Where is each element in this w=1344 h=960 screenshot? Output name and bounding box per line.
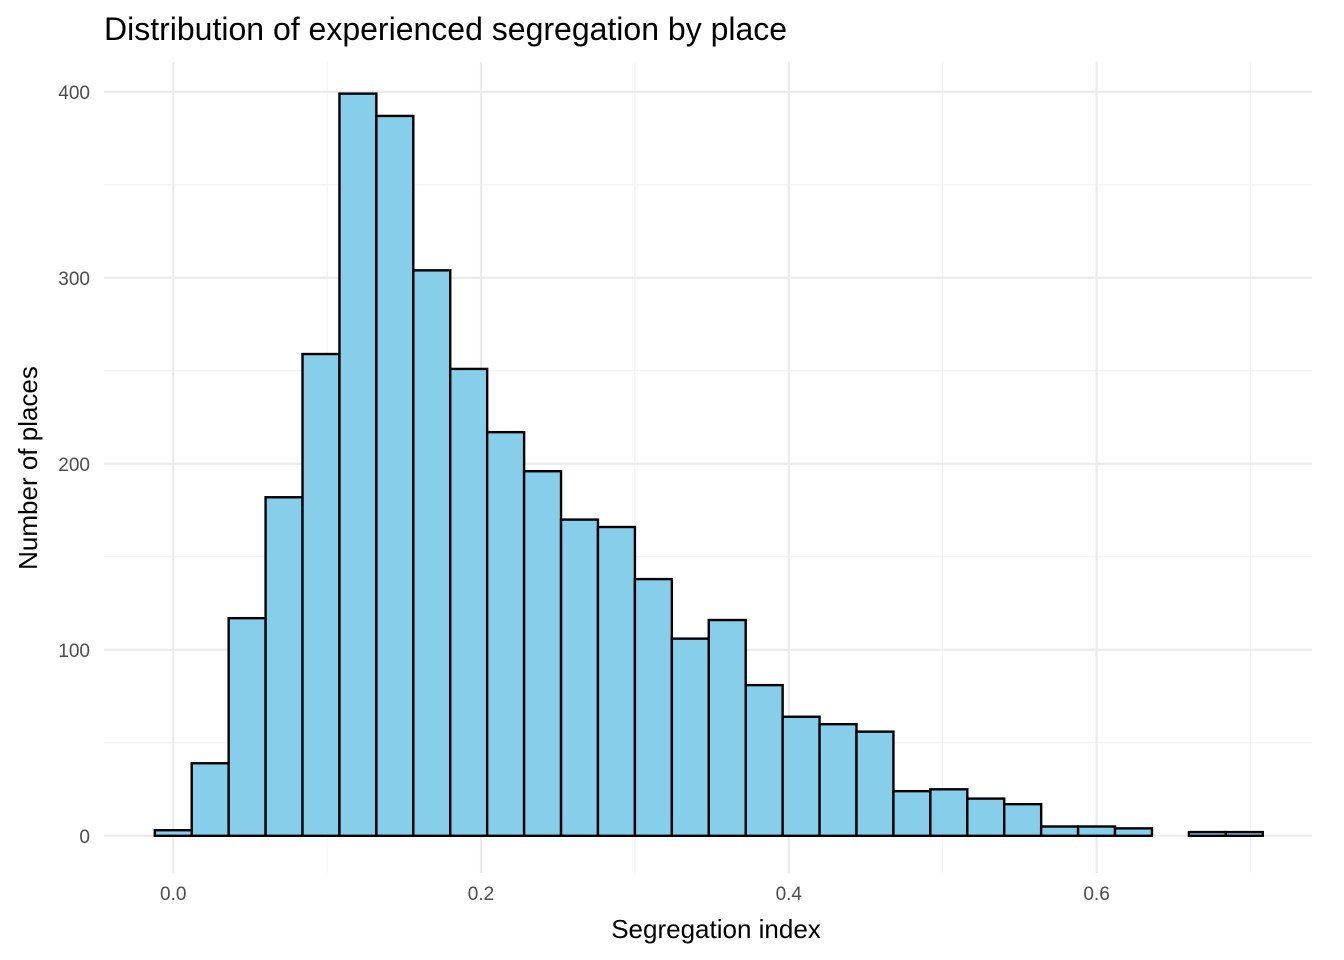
chart-title: Distribution of experienced segregation … [104,11,787,47]
y-axis-title: Number of places [13,366,43,570]
histogram-bar [1039,825,1080,837]
histogram-bar [781,715,821,837]
histogram-bar [485,430,526,837]
histogram-bar [449,367,489,837]
histogram-bar [892,789,932,837]
y-tick-label: 200 [58,455,90,476]
x-tick-label: 0.4 [776,884,803,905]
y-tick-label: 300 [58,269,90,290]
x-tick-label: 0.2 [468,884,494,905]
y-axis-tick-labels: 0 100 200 300 400 [58,83,90,848]
x-axis-title: Segregation index [611,914,821,944]
histogram-bar [1076,825,1117,837]
histogram-bar [707,618,747,837]
histogram-bar [670,637,710,837]
histogram-bar [153,829,193,837]
histogram-bar [633,577,674,837]
y-tick-label: 400 [58,83,90,104]
histogram-bar [744,683,784,837]
histogram-bar [338,92,378,837]
histogram-bar [1113,827,1154,837]
histogram-bar [522,470,563,837]
histogram-bar [1224,830,1264,837]
histogram-bar [929,788,969,837]
x-tick-label: 0.6 [1083,884,1109,905]
histogram-bar [190,762,230,837]
histogram-bar [596,525,637,837]
histogram-bar [966,797,1006,837]
histogram-bar [559,518,600,837]
y-tick-label: 100 [58,641,90,662]
histogram-bar [818,722,858,837]
histogram-bar [375,114,415,837]
x-tick-label: 0.0 [160,884,186,905]
histogram-bar [1187,830,1228,837]
histogram-bars [153,92,1264,837]
histogram-bar [301,352,341,837]
y-tick-label: 0 [79,827,90,848]
histogram-bar [412,269,452,837]
histogram-bar [227,616,267,837]
histogram-bar [855,730,895,837]
x-axis-tick-labels: 0.0 0.2 0.4 0.6 [160,884,1110,905]
histogram-bar [264,496,304,837]
histogram-bar [1003,802,1043,837]
